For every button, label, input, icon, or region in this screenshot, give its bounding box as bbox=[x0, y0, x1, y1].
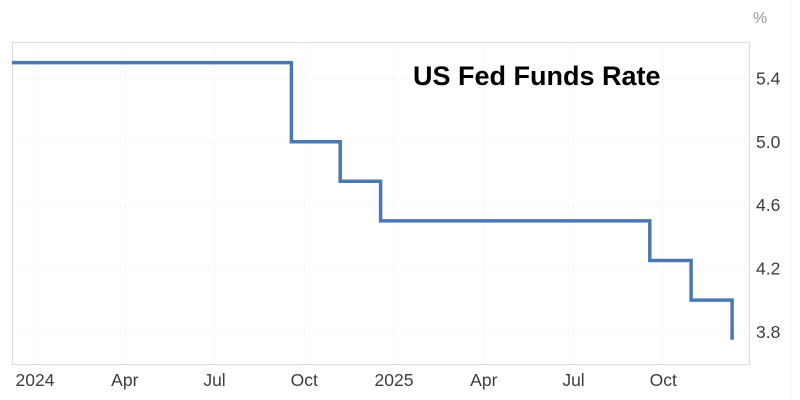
y-axis-tick-label: 5.0 bbox=[756, 132, 781, 152]
x-axis-tick-label: Jul bbox=[562, 370, 584, 390]
chart-title: US Fed Funds Rate bbox=[413, 61, 661, 91]
x-axis-tick-label: Jul bbox=[203, 370, 225, 390]
x-axis-tick-label: 2024 bbox=[16, 370, 55, 390]
container-edge-line bbox=[790, 0, 791, 400]
y-axis-tick-label: 4.2 bbox=[756, 258, 780, 278]
y-axis-tick-label: 4.6 bbox=[756, 195, 780, 215]
fed-funds-rate-step-line bbox=[12, 60, 734, 340]
x-axis-tick-label: Oct bbox=[650, 370, 677, 390]
x-axis-tick-label: 2025 bbox=[375, 370, 414, 390]
y-axis-tick-label: 5.4 bbox=[756, 68, 781, 88]
x-axis-tick-label: Apr bbox=[111, 370, 138, 390]
y-axis-tick-label: 3.8 bbox=[756, 322, 780, 342]
x-axis-tick-label: Oct bbox=[291, 370, 318, 390]
plot-border bbox=[12, 42, 750, 365]
y-axis-unit-label: % bbox=[753, 10, 768, 27]
x-axis-tick-label: Apr bbox=[470, 370, 497, 390]
